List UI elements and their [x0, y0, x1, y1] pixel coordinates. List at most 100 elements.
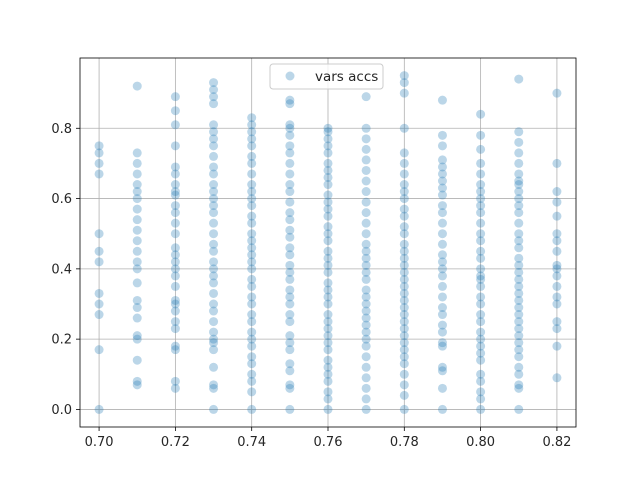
data-point [323, 394, 333, 404]
data-point [247, 158, 257, 168]
data-point [209, 271, 219, 281]
data-point [285, 187, 295, 197]
data-point [132, 278, 142, 288]
data-point [514, 310, 524, 320]
data-point [361, 197, 371, 207]
data-point [476, 292, 486, 302]
data-point [552, 158, 562, 168]
data-point [323, 127, 333, 137]
data-point [323, 345, 333, 355]
data-point [285, 299, 295, 309]
data-point [437, 155, 447, 165]
data-point [399, 187, 409, 197]
data-point [94, 246, 104, 256]
data-point [514, 274, 524, 284]
data-point [285, 404, 295, 414]
data-point [247, 243, 257, 253]
data-point [170, 92, 180, 102]
data-point [323, 211, 333, 221]
data-point [285, 285, 295, 295]
data-point [209, 306, 219, 316]
data-point [361, 341, 371, 351]
data-point [399, 239, 409, 249]
data-point [361, 285, 371, 295]
data-point [170, 317, 180, 327]
data-point [399, 148, 409, 158]
data-point [209, 317, 219, 327]
data-point [399, 352, 409, 362]
data-point [514, 383, 524, 393]
data-point [247, 299, 257, 309]
y-tick-label: 0.8 [51, 122, 72, 137]
y-tick-label: 0.6 [51, 192, 72, 207]
data-point [94, 310, 104, 320]
data-point [323, 338, 333, 348]
data-point [437, 218, 447, 228]
data-point [209, 194, 219, 204]
data-point [361, 218, 371, 228]
data-point [323, 355, 333, 365]
data-point [285, 260, 295, 270]
data-point [399, 88, 409, 98]
data-point [323, 123, 333, 133]
data-point [247, 334, 257, 344]
data-point [476, 246, 486, 256]
data-point [514, 380, 524, 390]
data-point [94, 288, 104, 298]
data-point [552, 299, 562, 309]
data-point [132, 194, 142, 204]
data-point [132, 236, 142, 246]
data-point [476, 194, 486, 204]
data-point [209, 218, 219, 228]
data-point [209, 264, 219, 274]
data-point [399, 180, 409, 190]
data-point [437, 338, 447, 348]
data-point [132, 380, 142, 390]
data-point [323, 331, 333, 341]
data-point [552, 317, 562, 327]
data-point [132, 355, 142, 365]
data-point [285, 383, 295, 393]
data-point [170, 180, 180, 190]
data-point [170, 281, 180, 291]
data-point [94, 299, 104, 309]
data-point [361, 404, 371, 414]
data-point [323, 376, 333, 386]
data-point [476, 299, 486, 309]
data-point [514, 295, 524, 305]
data-point [361, 123, 371, 133]
data-point [399, 274, 409, 284]
data-point [170, 324, 180, 334]
data-point [514, 331, 524, 341]
data-point [209, 120, 219, 130]
data-point [361, 313, 371, 323]
data-point [437, 281, 447, 291]
data-point [247, 317, 257, 327]
data-point [361, 253, 371, 263]
data-point [514, 229, 524, 239]
data-point [247, 387, 257, 397]
data-point [437, 162, 447, 172]
data-point [476, 253, 486, 263]
data-point [399, 288, 409, 298]
data-point [361, 229, 371, 239]
data-point [476, 281, 486, 291]
data-point [170, 218, 180, 228]
data-point [399, 369, 409, 379]
data-point [170, 162, 180, 172]
data-point [247, 359, 257, 369]
data-point [170, 141, 180, 151]
data-point [437, 229, 447, 239]
data-point [323, 285, 333, 295]
data-point [476, 348, 486, 358]
x-axis-ticks: 0.70 0.72 0.74 0.76 0.78 0.80 0.82 [85, 427, 571, 450]
data-point [323, 404, 333, 414]
data-point [514, 362, 524, 372]
data-point [399, 253, 409, 263]
data-point [361, 362, 371, 372]
legend-box [269, 63, 384, 90]
data-point [399, 331, 409, 341]
data-point [514, 243, 524, 253]
data-point [94, 404, 104, 414]
data-point [170, 341, 180, 351]
